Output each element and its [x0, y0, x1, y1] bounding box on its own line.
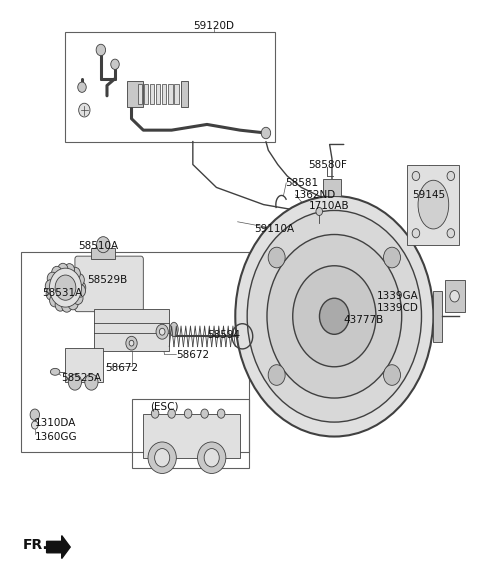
Circle shape — [151, 409, 159, 418]
Ellipse shape — [50, 368, 60, 375]
Circle shape — [168, 409, 175, 418]
Ellipse shape — [170, 322, 178, 336]
Polygon shape — [408, 164, 459, 245]
Text: 1339CD: 1339CD — [377, 303, 419, 313]
Circle shape — [384, 365, 400, 385]
Ellipse shape — [52, 266, 62, 279]
Circle shape — [447, 171, 455, 181]
Circle shape — [201, 409, 208, 418]
Ellipse shape — [204, 449, 219, 467]
Text: 59145: 59145 — [412, 190, 445, 200]
Ellipse shape — [155, 449, 170, 467]
Ellipse shape — [75, 285, 85, 297]
Circle shape — [156, 324, 168, 339]
Polygon shape — [323, 179, 341, 196]
Circle shape — [412, 229, 420, 238]
Text: 1310DA: 1310DA — [35, 418, 76, 428]
Circle shape — [111, 59, 119, 70]
Polygon shape — [138, 84, 142, 105]
Ellipse shape — [47, 272, 58, 285]
Circle shape — [96, 44, 106, 56]
Circle shape — [55, 275, 76, 300]
Text: 1362ND: 1362ND — [294, 190, 336, 200]
Circle shape — [267, 235, 402, 398]
Ellipse shape — [75, 281, 86, 294]
Polygon shape — [162, 84, 167, 105]
Text: 58525A: 58525A — [61, 372, 101, 382]
Circle shape — [85, 374, 98, 390]
Polygon shape — [168, 84, 172, 105]
Polygon shape — [65, 348, 103, 382]
Text: 58672: 58672 — [176, 350, 209, 360]
FancyBboxPatch shape — [75, 256, 144, 311]
Text: 1360GG: 1360GG — [35, 432, 77, 442]
Polygon shape — [91, 248, 115, 259]
Circle shape — [159, 328, 165, 335]
Polygon shape — [127, 81, 144, 107]
Text: 1710AB: 1710AB — [308, 202, 349, 211]
Ellipse shape — [148, 442, 176, 474]
Circle shape — [247, 210, 421, 422]
Ellipse shape — [49, 295, 60, 307]
Text: 43777B: 43777B — [344, 315, 384, 325]
Text: 1339GA: 1339GA — [377, 291, 419, 301]
Circle shape — [268, 365, 285, 385]
Polygon shape — [174, 84, 179, 105]
Circle shape — [447, 229, 455, 238]
Circle shape — [384, 247, 400, 268]
Ellipse shape — [45, 279, 56, 292]
Circle shape — [78, 82, 86, 92]
Ellipse shape — [74, 274, 84, 286]
Circle shape — [184, 409, 192, 418]
Text: 59110A: 59110A — [254, 224, 294, 234]
Circle shape — [79, 103, 90, 117]
Polygon shape — [445, 280, 466, 312]
Polygon shape — [180, 81, 188, 107]
Circle shape — [68, 374, 82, 390]
Circle shape — [96, 236, 110, 253]
Circle shape — [261, 127, 271, 139]
Polygon shape — [77, 259, 141, 309]
Text: 58580F: 58580F — [308, 160, 347, 170]
Polygon shape — [47, 536, 70, 558]
Ellipse shape — [58, 263, 68, 276]
Text: 58529B: 58529B — [87, 275, 127, 285]
Polygon shape — [94, 309, 169, 350]
Ellipse shape — [61, 300, 72, 312]
Circle shape — [412, 171, 420, 181]
Ellipse shape — [198, 442, 226, 474]
Text: FR.: FR. — [23, 539, 49, 553]
Circle shape — [316, 207, 323, 216]
Polygon shape — [150, 84, 154, 105]
Text: 58581: 58581 — [285, 178, 318, 188]
Ellipse shape — [418, 180, 449, 229]
Polygon shape — [156, 84, 160, 105]
Polygon shape — [144, 84, 148, 105]
Ellipse shape — [55, 299, 65, 311]
Ellipse shape — [70, 267, 80, 280]
Polygon shape — [433, 290, 442, 342]
Text: 58531A: 58531A — [42, 288, 82, 299]
Circle shape — [450, 290, 459, 302]
Ellipse shape — [46, 288, 57, 300]
Circle shape — [268, 247, 285, 268]
Circle shape — [129, 340, 134, 346]
Text: 59120D: 59120D — [193, 21, 235, 31]
Ellipse shape — [68, 297, 78, 310]
Text: 58594: 58594 — [207, 330, 240, 340]
Circle shape — [293, 266, 376, 367]
Ellipse shape — [64, 264, 74, 276]
Circle shape — [126, 336, 137, 350]
Polygon shape — [144, 414, 240, 458]
Text: 58672: 58672 — [106, 363, 139, 373]
Ellipse shape — [72, 292, 83, 304]
Text: 58510A: 58510A — [78, 241, 119, 251]
Circle shape — [320, 298, 349, 334]
Circle shape — [32, 421, 38, 429]
Circle shape — [49, 268, 82, 307]
Circle shape — [235, 196, 433, 436]
Circle shape — [217, 409, 225, 418]
Text: (ESC): (ESC) — [150, 401, 179, 411]
Circle shape — [30, 409, 39, 421]
